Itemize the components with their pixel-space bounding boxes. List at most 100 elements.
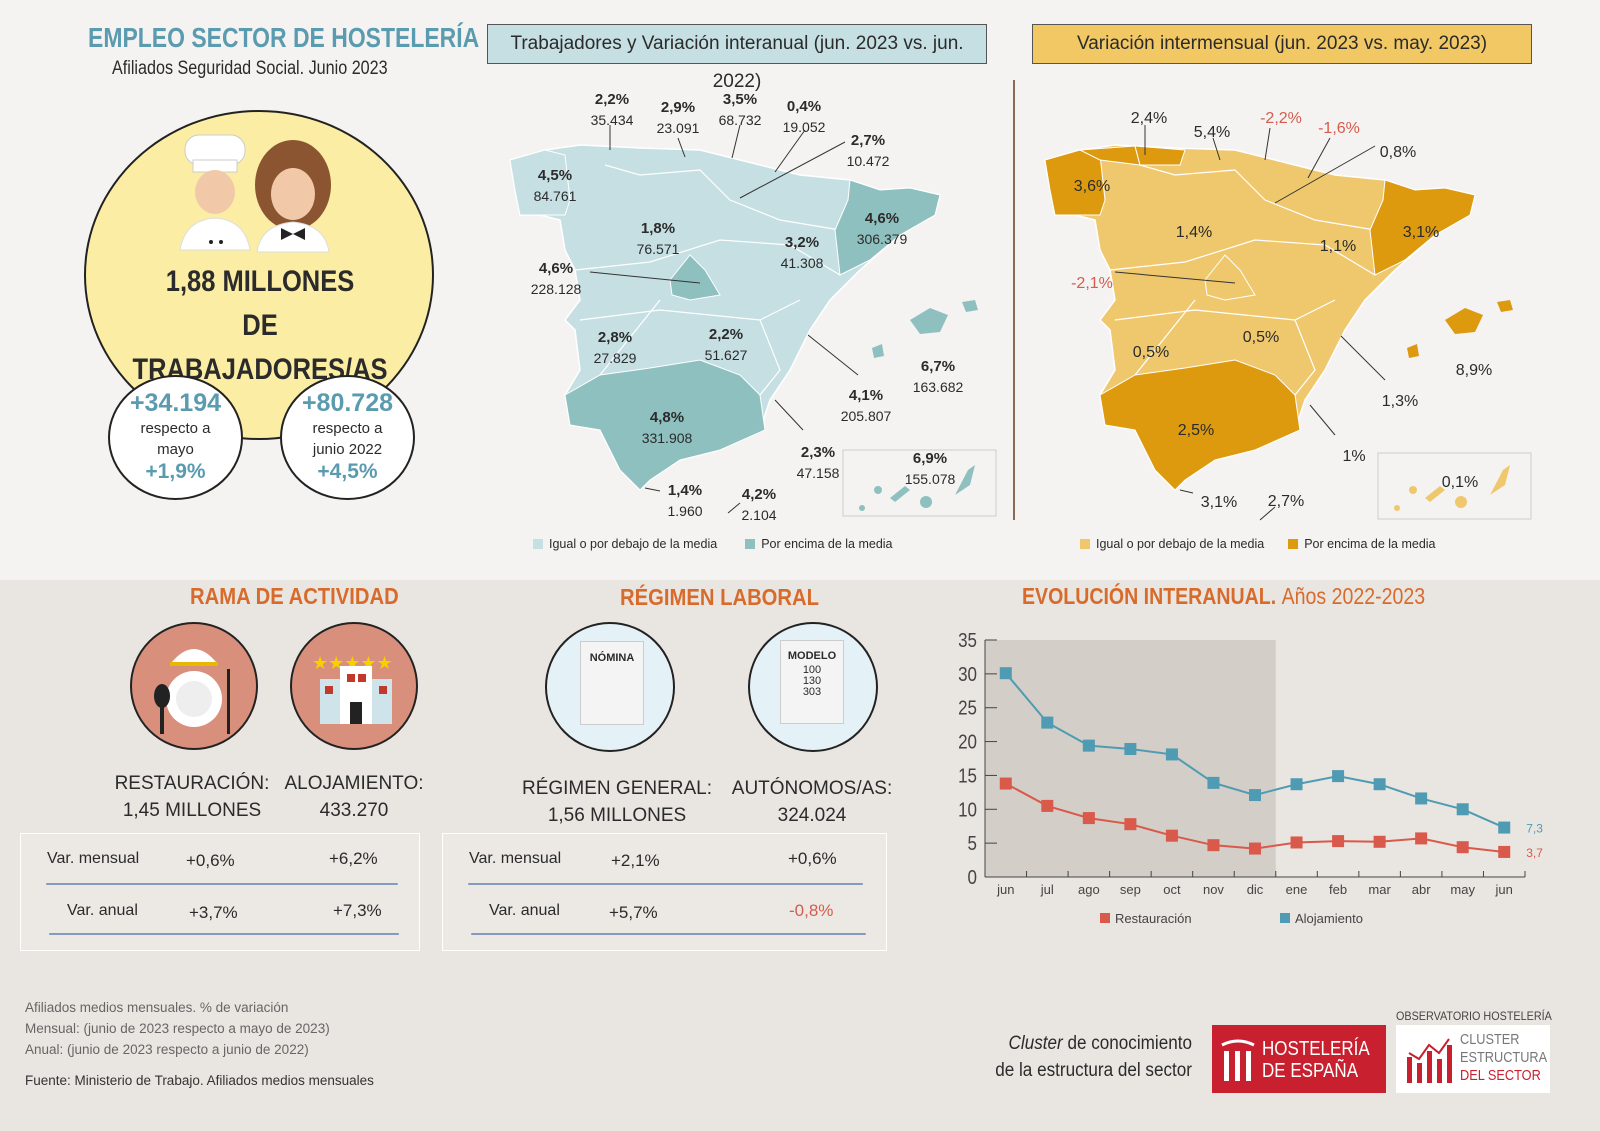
region-pct: 1,3% xyxy=(1381,393,1419,410)
map-intermensual xyxy=(1044,125,1532,521)
x-tick-label: ene xyxy=(1286,882,1308,897)
monthly-value: +34.194 xyxy=(129,389,222,417)
region-pct: 2,3% xyxy=(800,444,836,461)
region-label: 6,7% 163.682 xyxy=(913,356,964,397)
region-pct: 1,4% xyxy=(1175,224,1213,241)
region-label: 5,4% xyxy=(1194,122,1230,143)
region-pct: 2,9% xyxy=(660,99,696,116)
data-point xyxy=(1041,716,1054,729)
legend-below: Igual o por debajo de la media xyxy=(1096,537,1265,551)
page-subtitle: Afiliados Seguridad Social. Junio 2023 xyxy=(112,58,388,79)
region-pct: 1,8% xyxy=(640,220,676,237)
monthly-text: respecto a xyxy=(140,420,211,437)
evolucion-title: EVOLUCIÓN INTERANUAL. Años 2022-2023 xyxy=(1022,583,1425,610)
region-value: 76.571 xyxy=(636,241,680,257)
region-pct: 4,5% xyxy=(537,167,573,184)
annual-pct: +4,5% xyxy=(317,460,378,483)
workers-illustration-icon xyxy=(179,134,331,253)
doc-line: 130 xyxy=(802,675,822,687)
region-label: 1,4% xyxy=(1176,222,1212,243)
regimen-title: RÉGIMEN LABORAL xyxy=(620,584,820,610)
map-intermensual-legend: Igual o por debajo de la media Por encim… xyxy=(1080,537,1436,551)
region-label: -1,6% xyxy=(1318,118,1360,139)
region-value: 19.052 xyxy=(782,119,826,135)
data-point xyxy=(1415,832,1428,845)
hotel-icon: ★★★★★ xyxy=(290,622,418,750)
region-pct: 1,4% xyxy=(667,482,703,499)
region-label: 4,6% 228.128 xyxy=(531,258,582,299)
region-label: 3,6% xyxy=(1074,176,1110,197)
monthly-change-bubble: +34.194 respecto a mayo +1,9% xyxy=(108,375,243,500)
region-pct: 1,1% xyxy=(1319,238,1357,255)
cluster-chart-icon xyxy=(1407,1038,1452,1083)
y-tick-label: 5 xyxy=(968,832,977,855)
region-pct: 4,1% xyxy=(848,387,884,404)
data-point xyxy=(1124,743,1137,756)
data-point xyxy=(1332,835,1345,848)
autonomos-annual: -0,8% xyxy=(789,901,834,920)
region-value: 228.128 xyxy=(530,281,582,297)
region-pct: 2,7% xyxy=(1267,493,1305,510)
data-point xyxy=(1498,845,1511,858)
annual-text2: junio 2022 xyxy=(312,441,383,458)
region-label: -2,2% xyxy=(1260,108,1302,129)
tax-form-icon: MODELO 100 130 303 xyxy=(748,622,878,752)
monthly-pct: +1,9% xyxy=(145,460,206,483)
y-tick-label: 20 xyxy=(958,730,977,753)
y-tick-label: 35 xyxy=(958,629,977,652)
region-pct: 2,8% xyxy=(597,329,633,346)
rama-title: RAMA DE ACTIVIDAD xyxy=(190,583,399,609)
map-interanual xyxy=(509,124,997,517)
region-label: 1% xyxy=(1342,446,1365,467)
note: Afiliados medios mensuales. % de variaci… xyxy=(25,1000,289,1015)
x-tick-label: jun xyxy=(996,882,1014,897)
page-title: EMPLEO SECTOR DE HOSTELERÍA xyxy=(88,22,480,53)
autonomos-monthly: +0,6% xyxy=(788,849,837,868)
region-pct: -1,6% xyxy=(1318,120,1360,137)
region-value: 205.807 xyxy=(840,408,892,424)
x-tick-label: ago xyxy=(1078,882,1100,897)
region-label: 0,5% xyxy=(1133,342,1169,363)
region-label: 3,1% xyxy=(1201,492,1237,513)
legend-above: Por encima de la media xyxy=(1304,537,1436,551)
region-label: 4,8% 331.908 xyxy=(642,407,693,448)
region-label: 2,9% 23.091 xyxy=(657,97,700,138)
row-label: Var. anual xyxy=(67,902,138,919)
svg-text:★★★★★: ★★★★★ xyxy=(312,653,393,673)
annual-value: +80.728 xyxy=(301,389,394,417)
region-pct: 4,2% xyxy=(741,486,777,503)
region-pct: 2,7% xyxy=(850,132,886,149)
region-label: 1,4% 1.960 xyxy=(667,480,702,521)
region-label: -2,1% xyxy=(1071,273,1113,294)
region-pct: 4,8% xyxy=(649,409,685,426)
region-label: 2,3% 47.158 xyxy=(797,442,840,483)
source: Fuente: Ministerio de Trabajo. Afiliados… xyxy=(25,1073,374,1088)
cluster-rest: de conocimiento xyxy=(1062,1033,1192,1054)
x-tick-label: dic xyxy=(1247,882,1264,897)
payslip-icon: NÓMINA xyxy=(545,622,675,752)
legend-swatch-below xyxy=(1080,539,1090,549)
autonomos-caption: AUTÓNOMOS/AS: 324.024 xyxy=(732,775,892,829)
region-pct: 6,9% xyxy=(912,450,948,467)
restauracion-value: 1,45 MILLONES xyxy=(122,800,262,821)
region-pct: 3,1% xyxy=(1200,494,1238,511)
region-value: 331.908 xyxy=(641,430,693,446)
data-point xyxy=(1456,803,1469,816)
data-point xyxy=(1124,818,1137,831)
monthly-text2: mayo xyxy=(157,441,194,458)
legend-swatch-above xyxy=(1288,539,1299,549)
legend-label: Restauración xyxy=(1115,911,1192,926)
x-tick-label: abr xyxy=(1412,882,1431,897)
region-label: 8,9% xyxy=(1456,360,1492,381)
region-value: 163.682 xyxy=(912,379,964,395)
data-point xyxy=(1290,778,1303,791)
alojamiento-monthly: +6,2% xyxy=(329,849,378,868)
legend-swatch-above xyxy=(745,539,756,549)
region-label: 0,1% xyxy=(1442,472,1478,493)
x-tick-label: feb xyxy=(1329,882,1347,897)
region-label: 1,3% xyxy=(1382,391,1418,412)
region-pct: 3,6% xyxy=(1073,178,1111,195)
region-pct: 1% xyxy=(1342,448,1366,465)
region-value: 68.732 xyxy=(718,112,762,128)
cluster-line2: de la estructura del sector xyxy=(995,1060,1192,1081)
